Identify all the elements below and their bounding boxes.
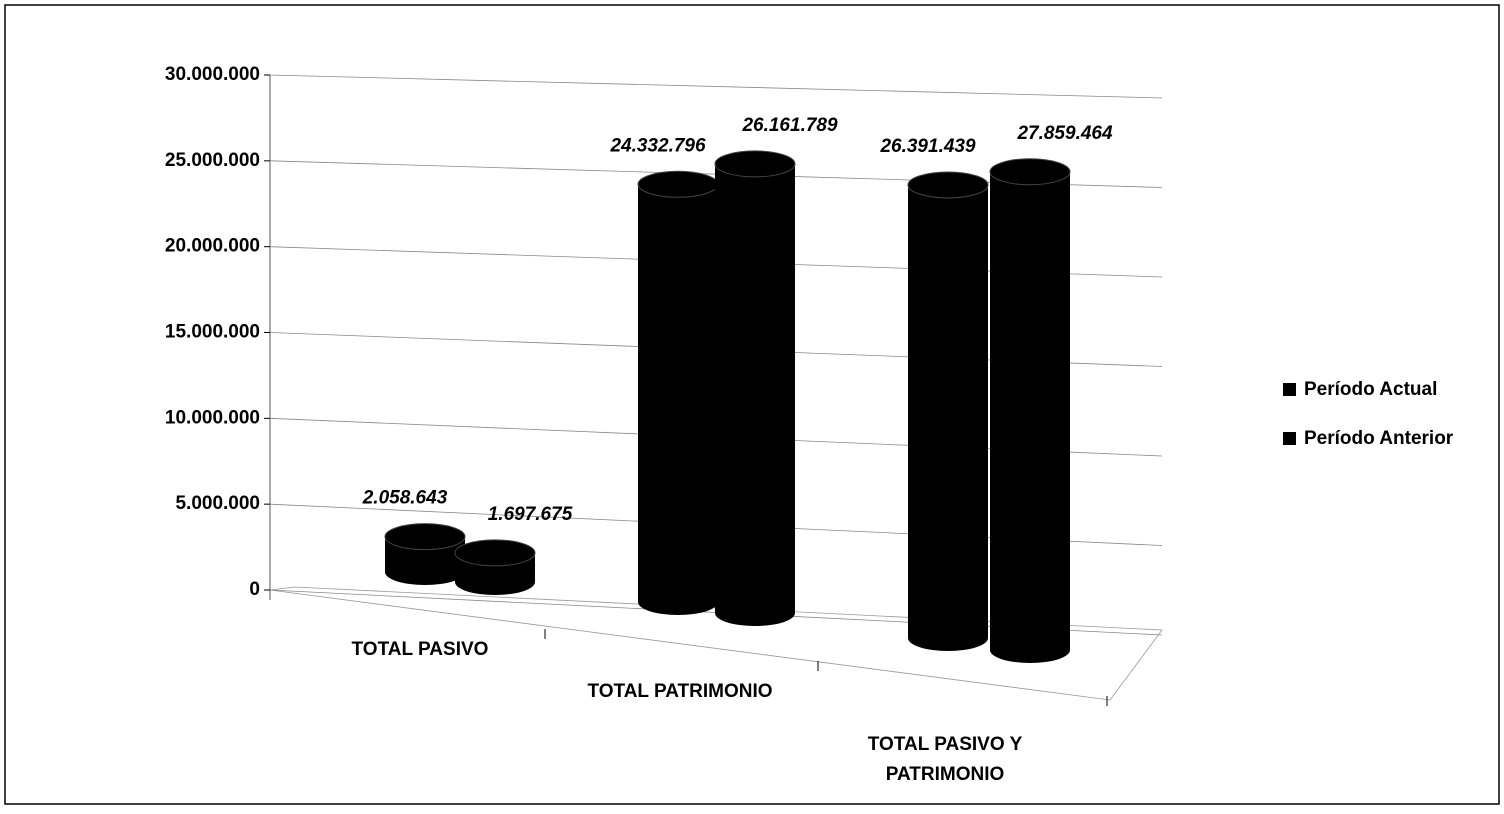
y-tick-label: 5.000.000 xyxy=(175,493,260,514)
grid-line xyxy=(269,74,1163,99)
legend-label: Período Actual xyxy=(1304,379,1437,400)
y-tick-label: 0 xyxy=(249,579,260,600)
bar xyxy=(908,184,988,638)
x-tick-label: TOTAL PATRIMONIO xyxy=(587,681,773,702)
chart-border xyxy=(4,4,1500,805)
legend-label: Período Anterior xyxy=(1304,428,1454,449)
value-label: 2.058.643 xyxy=(362,488,448,509)
bar xyxy=(715,163,795,613)
y-tick-label: 30.000.000 xyxy=(165,64,260,85)
bar-top xyxy=(989,158,1071,186)
y-tick-label: 15.000.000 xyxy=(165,322,260,343)
bar-top xyxy=(637,170,719,198)
bar xyxy=(990,171,1070,651)
bar-top xyxy=(907,171,989,199)
floor xyxy=(269,586,1163,701)
value-label: 27.859.464 xyxy=(1016,123,1113,144)
y-tick-label: 25.000.000 xyxy=(165,150,260,171)
value-label: 24.332.796 xyxy=(609,135,706,156)
bar-top xyxy=(454,539,536,567)
x-tick-label: TOTAL PASIVO Y PATRIMONIO xyxy=(867,734,1023,785)
value-label: 26.391.439 xyxy=(879,136,976,157)
bar-top xyxy=(384,523,466,551)
value-label: 1.697.675 xyxy=(488,504,573,525)
value-label: 26.161.789 xyxy=(741,115,838,136)
y-tick-label: 20.000.000 xyxy=(165,236,260,257)
y-tick-label: 10.000.000 xyxy=(165,407,260,428)
legend-swatch xyxy=(1283,383,1296,396)
legend-swatch xyxy=(1283,432,1296,445)
bar-top xyxy=(714,150,796,178)
x-tick-label: TOTAL PASIVO xyxy=(351,639,489,660)
bar xyxy=(638,184,718,603)
